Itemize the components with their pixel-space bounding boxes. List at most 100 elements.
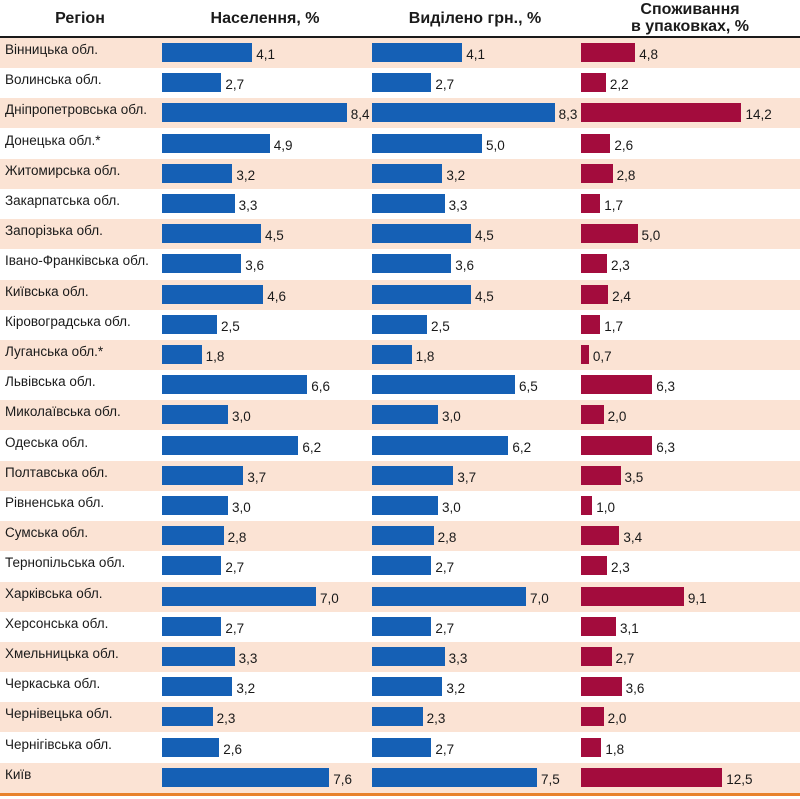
bar-cons [581,767,723,787]
value-label-cons: 3,6 [625,681,645,697]
bar-pop [162,435,299,455]
bar-alloc [372,647,445,666]
value-label-pop: 8,4 [350,107,370,123]
bar-pop [162,586,316,606]
value-label-alloc: 4,5 [475,288,494,304]
region-label: Івано-Франківська обл. [5,253,149,269]
bar-cons [581,73,606,93]
bar-pop [162,375,308,395]
bar-pop [162,496,228,515]
value-label-pop: 2,7 [225,620,245,636]
bar-pop [162,194,235,213]
bar-cons [581,133,611,153]
bar-cons [581,194,601,213]
value-label-cons: 14,2 [745,107,772,123]
value-label-cons: 6,3 [656,379,675,395]
bar-alloc [372,194,445,213]
bar-pop [162,767,330,787]
value-label-alloc: 2,7 [435,741,455,757]
region-label: Львівська обл. [5,374,96,390]
bar-alloc [372,616,432,636]
bar-alloc [372,526,434,546]
value-label-cons: 1,7 [604,198,623,213]
bar-cons [581,707,604,727]
value-label-alloc: 4,1 [466,47,485,62]
chart-row: Одеська обл. 6,2 6,2 6,3 [0,431,800,461]
bar-alloc [372,284,471,304]
bar-pop [162,314,217,334]
chart-row: Київська обл. 4,6 4,5 2,4 [0,279,800,310]
bar-cons [581,163,613,183]
region-label: Одеська обл. [5,434,89,450]
bar-cons [581,435,653,455]
value-label-alloc: 7,5 [541,771,560,787]
bar-alloc [372,314,427,334]
region-label: Чернівецька обл. [5,706,113,722]
bar-cons [581,737,602,757]
value-label-cons: 6,3 [656,439,675,455]
region-label: Житомирська обл. [5,162,121,178]
value-label-alloc: 3,0 [442,500,461,515]
value-label-alloc: 3,2 [446,681,466,697]
region-label: Херсонська обл. [5,615,109,631]
bar-alloc [372,224,471,244]
chart-row: Тернопільська обл. 2,7 2,7 2,3 [0,551,800,581]
bar-pop [162,163,233,183]
bar-pop [162,345,202,364]
value-label-pop: 3,3 [238,651,258,666]
region-label: Київська обл. [5,283,89,299]
bar-cons [581,465,621,485]
value-label-cons: 2,8 [616,167,636,183]
chart-row: Луганська обл.* 1,8 1,8 0,7 [0,340,800,370]
value-label-pop: 3,7 [247,469,267,485]
value-label-alloc: 2,7 [435,560,455,576]
value-label-cons: 4,8 [639,47,659,62]
bar-cons [581,405,604,425]
chart-row: Львівська обл. 6,6 6,5 6,3 [0,370,800,400]
chart-row: Черкаська обл. 3,2 3,2 3,6 [0,672,800,702]
region-label: Черкаська обл. [5,676,101,692]
region-label: Рівненська обл. [5,495,105,510]
region-label: Волинська обл. [5,72,102,88]
value-label-cons: 12,5 [726,771,753,787]
bar-alloc [372,345,412,364]
bar-pop [162,616,222,636]
value-label-alloc: 2,5 [431,318,450,334]
bar-cons [581,43,636,62]
bar-alloc [372,405,438,425]
region-label: Харківська обл. [5,585,103,601]
bar-pop [162,526,224,546]
value-label-alloc: 2,8 [437,530,457,546]
bar-pop [162,103,347,123]
value-label-pop: 4,9 [273,137,293,153]
value-label-pop: 2,5 [221,318,240,334]
chart-row: Херсонська обл. 2,7 2,7 3,1 [0,612,800,642]
bar-pop [162,405,228,425]
value-label-pop: 3,3 [238,198,258,213]
value-label-cons: 2,3 [610,258,630,274]
chart-row: Полтавська обл. 3,7 3,7 3,5 [0,460,800,491]
chart-row: Запорізька обл. 4,5 4,5 5,0 [0,219,800,250]
value-label-cons: 1,7 [604,318,623,334]
value-label-alloc: 2,7 [435,620,455,636]
value-label-cons: 2,0 [607,711,627,727]
chart-row: Житомирська обл. 3,2 3,2 2,8 [0,158,800,189]
bar-cons [581,224,638,244]
value-label-pop: 2,7 [225,77,245,93]
bar-cons [581,647,612,666]
bar-cons [581,254,607,274]
value-label-pop: 2,3 [216,711,236,727]
region-label: Миколаївська обл. [5,404,121,420]
chart-row: Рівненська обл. 3,0 3,0 1,0 [0,491,800,521]
chart-row: Хмельницька обл. 3,3 3,3 2,7 [0,642,800,672]
bar-alloc [372,375,515,395]
bar-cons [581,677,622,697]
value-label-pop: 6,6 [311,379,330,395]
value-label-alloc: 8,3 [558,107,578,123]
value-label-pop: 3,0 [232,409,251,425]
bar-alloc [372,254,452,274]
value-label-alloc: 3,2 [446,167,466,183]
value-label-alloc: 6,2 [512,439,532,455]
chart-row: Закарпатська обл. 3,3 3,3 1,7 [0,189,800,219]
region-label: Донецька обл.* [5,132,101,148]
